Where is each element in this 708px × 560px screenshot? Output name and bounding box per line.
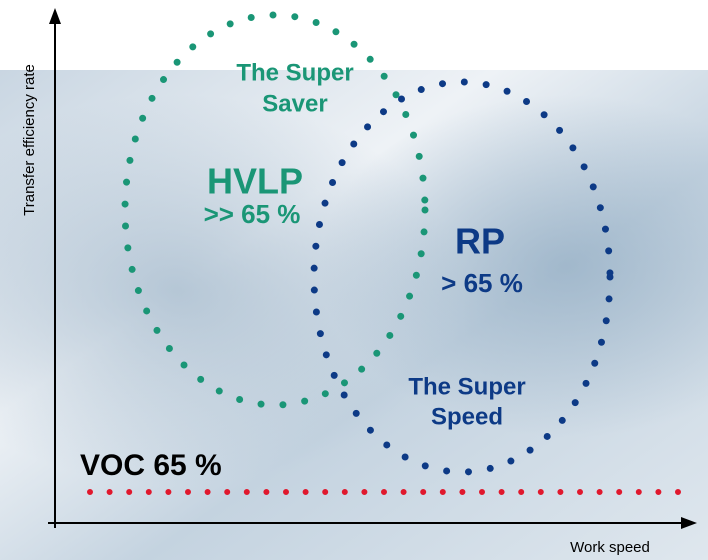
x-axis-label: Work speed [570, 539, 650, 556]
threshold-label: VOC 65 % [80, 449, 222, 482]
region-rate: >> 65 % [204, 199, 301, 229]
region-name: Speed [431, 403, 503, 430]
region-name: Saver [262, 90, 327, 117]
region-name: The Super [408, 373, 525, 400]
region-label: RP [455, 221, 505, 262]
region-name: The Super [236, 59, 353, 86]
y-arrow [49, 8, 61, 24]
photo-blur [0, 70, 708, 560]
y-axis-label: Transfer efficiency rate [21, 64, 38, 216]
region-label: HVLP [207, 161, 303, 202]
speed-region [310, 78, 614, 476]
x-arrow [681, 517, 697, 529]
saver-region [121, 11, 429, 409]
region-rate: > 65 % [441, 268, 523, 298]
